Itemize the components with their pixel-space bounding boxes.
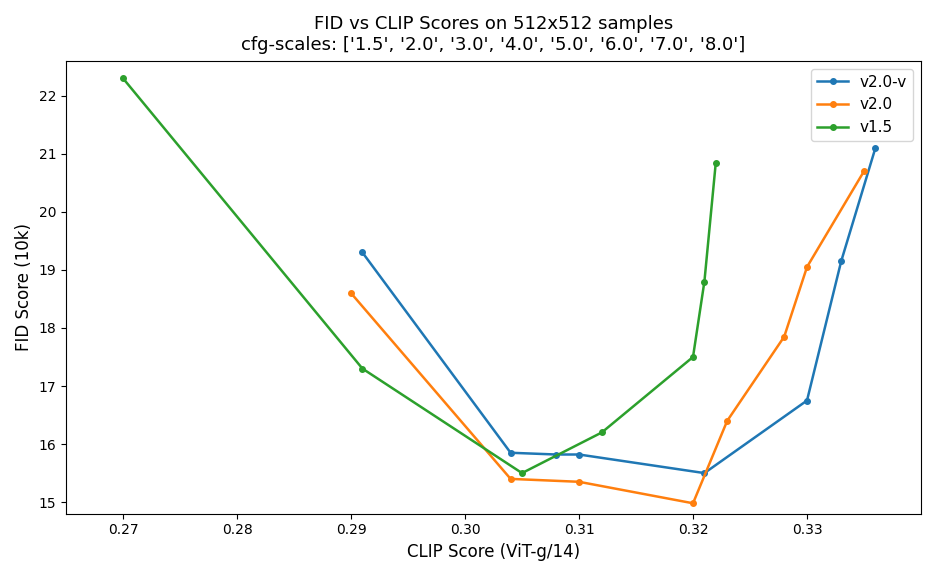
v2.0-v — [699, 469, 710, 476]
v2.0 — [722, 418, 733, 425]
v1.5 — [517, 469, 528, 476]
v2.0-v — [550, 451, 562, 458]
v1.5 — [699, 278, 710, 285]
v2.0-v — [505, 449, 517, 456]
v1.5 — [596, 429, 607, 436]
v1.5 — [117, 75, 128, 82]
v2.0 — [858, 168, 870, 175]
X-axis label: CLIP Score (ViT-g/14): CLIP Score (ViT-g/14) — [407, 543, 580, 561]
v2.0 — [801, 264, 812, 271]
v2.0 — [574, 478, 585, 485]
v2.0 — [345, 290, 357, 297]
v2.0-v — [357, 249, 368, 256]
v1.5 — [687, 354, 698, 361]
v2.0 — [779, 333, 790, 340]
v1.5 — [357, 365, 368, 372]
Line: v2.0: v2.0 — [348, 168, 867, 506]
Line: v1.5: v1.5 — [120, 75, 719, 476]
v2.0-v — [574, 451, 585, 458]
v2.0-v — [836, 257, 847, 264]
v2.0 — [687, 500, 698, 507]
v2.0 — [505, 475, 517, 482]
Line: v2.0-v: v2.0-v — [359, 145, 878, 476]
Legend: v2.0-v, v2.0, v1.5: v2.0-v, v2.0, v1.5 — [812, 69, 914, 141]
Title: FID vs CLIP Scores on 512x512 samples
cfg-scales: ['1.5', '2.0', '3.0', '4.0', ': FID vs CLIP Scores on 512x512 samples cf… — [241, 15, 746, 54]
Y-axis label: FID Score (10k): FID Score (10k) — [15, 223, 33, 351]
v1.5 — [710, 159, 722, 166]
v2.0-v — [801, 397, 812, 404]
v2.0-v — [870, 145, 881, 151]
